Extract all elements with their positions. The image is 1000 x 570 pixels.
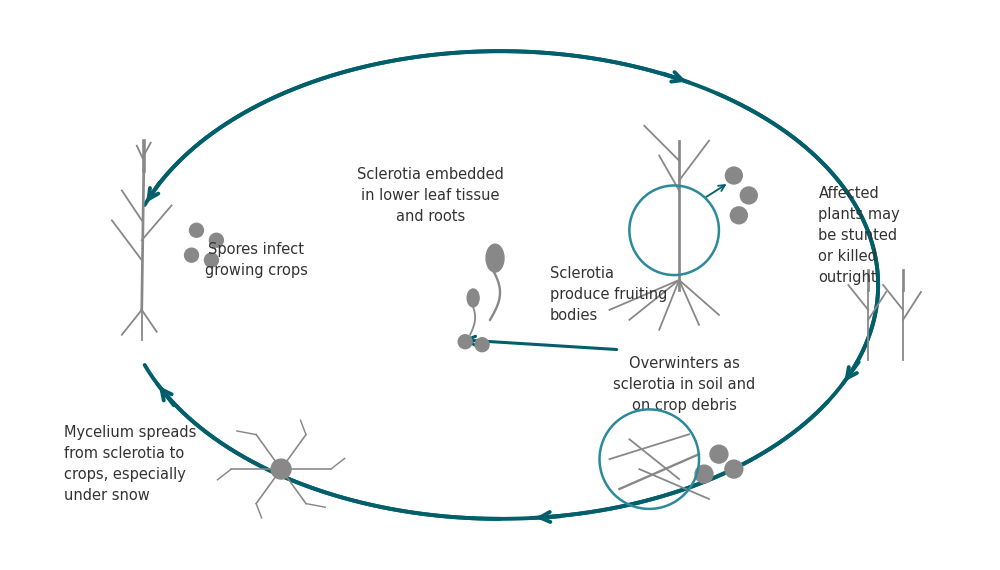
Circle shape: [725, 167, 742, 184]
Text: Spores infect
growing crops: Spores infect growing crops: [205, 242, 308, 278]
Text: Affected
plants may
be stunted
or killed
outright: Affected plants may be stunted or killed…: [818, 186, 900, 285]
Circle shape: [730, 207, 747, 224]
Ellipse shape: [467, 289, 479, 307]
Circle shape: [725, 460, 743, 478]
Circle shape: [190, 223, 203, 237]
Text: Sclerotia embedded
in lower leaf tissue
and roots: Sclerotia embedded in lower leaf tissue …: [357, 167, 504, 224]
Circle shape: [740, 187, 757, 204]
Text: Sclerotia
produce fruiting
bodies: Sclerotia produce fruiting bodies: [550, 266, 667, 323]
Circle shape: [209, 233, 223, 247]
Circle shape: [475, 338, 489, 352]
Circle shape: [710, 445, 728, 463]
Ellipse shape: [486, 244, 504, 272]
Text: Mycelium spreads
from sclerotia to
crops, especially
under snow: Mycelium spreads from sclerotia to crops…: [64, 425, 197, 503]
Circle shape: [185, 248, 198, 262]
Circle shape: [458, 335, 472, 349]
Circle shape: [204, 253, 218, 267]
Circle shape: [271, 459, 291, 479]
Circle shape: [695, 465, 713, 483]
Text: Overwinters as
sclerotia in soil and
on crop debris: Overwinters as sclerotia in soil and on …: [613, 356, 755, 413]
